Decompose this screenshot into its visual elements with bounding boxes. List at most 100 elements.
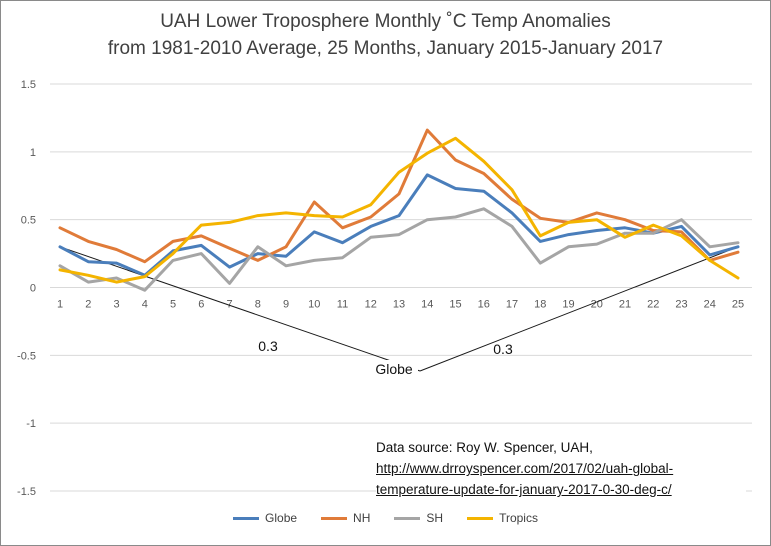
data-point-tropics — [708, 259, 711, 262]
data-point-sh — [369, 236, 372, 239]
data-point-tropics — [369, 203, 372, 206]
y-tick-label: -0.5 — [17, 350, 36, 362]
data-point-sh — [115, 276, 118, 280]
data-point-globe — [369, 225, 372, 228]
data-point-tropics — [426, 151, 429, 155]
data-point-nh — [595, 211, 598, 215]
source-url-line-1[interactable]: http://www.drroyspencer.com/2017/02/uah-… — [376, 461, 674, 476]
data-point-nh — [313, 200, 316, 204]
data-point-globe — [58, 245, 62, 248]
data-point-nh — [539, 217, 542, 220]
data-point-nh — [652, 229, 655, 232]
data-point-tropics — [256, 214, 259, 217]
data-point-nh — [736, 251, 740, 254]
data-point-nh — [510, 198, 514, 201]
x-tick-label: 6 — [198, 299, 204, 311]
x-tick-label: 4 — [142, 299, 148, 311]
y-tick-label: -1 — [26, 418, 36, 430]
data-point-globe — [623, 226, 627, 230]
data-point-tropics — [623, 236, 627, 239]
data-point-globe — [115, 261, 118, 265]
data-point-tropics — [115, 280, 118, 284]
data-point-nh — [623, 218, 627, 221]
x-tick-label: 5 — [170, 299, 176, 311]
x-tick-label: 14 — [421, 299, 433, 311]
y-tick-label: -1.5 — [17, 486, 36, 498]
data-point-tropics — [680, 234, 683, 238]
data-point-nh — [482, 172, 485, 175]
data-point-globe — [313, 230, 316, 234]
data-point-tropics — [652, 223, 655, 227]
data-point-sh — [680, 218, 683, 221]
annotation-label-bg — [370, 360, 418, 378]
data-point-sh — [313, 259, 316, 262]
legend-swatch — [394, 517, 421, 521]
data-point-globe — [426, 173, 429, 177]
x-tick-label: 7 — [226, 299, 232, 311]
data-point-tropics — [143, 275, 146, 278]
x-tick-label: 22 — [647, 299, 659, 311]
data-point-sh — [652, 232, 655, 235]
annotation-value-left: 0.3 — [258, 338, 278, 354]
data-point-globe — [510, 211, 514, 215]
data-point-tropics — [510, 188, 514, 192]
data-point-sh — [736, 241, 740, 244]
data-point-nh — [87, 240, 90, 243]
x-tick-label: 24 — [704, 299, 716, 311]
legend-label: SH — [426, 511, 444, 525]
x-tick-label: 19 — [562, 299, 574, 311]
legend-item-nh: NH — [321, 511, 370, 525]
data-point-globe — [680, 225, 683, 228]
data-point-nh — [200, 234, 203, 238]
chart-title: UAH Lower Troposphere Monthly ˚C Temp An… — [0, 8, 771, 62]
data-point-sh — [143, 289, 146, 292]
data-point-tropics — [567, 221, 570, 224]
data-point-sh — [510, 225, 514, 228]
data-point-tropics — [397, 170, 401, 174]
x-tick-label: 10 — [308, 299, 320, 311]
data-point-sh — [200, 252, 203, 255]
data-point-sh — [171, 259, 175, 262]
x-tick-label: 11 — [337, 299, 348, 311]
source-url[interactable]: http://www.drroyspencer.com/2017/02/uah-… — [376, 458, 746, 500]
data-point-tropics — [736, 276, 740, 280]
legend-swatch — [233, 517, 260, 521]
x-tick-label: 20 — [591, 299, 603, 311]
x-tick-label: 23 — [675, 299, 687, 311]
legend-swatch — [321, 517, 348, 521]
source-box: Data source: Roy W. Spencer, UAH, http:/… — [376, 437, 746, 500]
data-point-nh — [426, 128, 429, 132]
data-point-globe — [284, 255, 288, 258]
data-point-nh — [284, 245, 288, 248]
legend-swatch — [467, 517, 494, 521]
legend-label: Globe — [265, 511, 298, 525]
data-point-sh — [482, 207, 485, 211]
legend-label: Tropics — [499, 511, 538, 525]
data-point-tropics — [171, 252, 175, 255]
data-point-sh — [341, 256, 344, 259]
y-tick-label: 1 — [30, 147, 36, 159]
data-point-tropics — [539, 234, 542, 238]
data-point-sh — [454, 215, 457, 219]
data-point-sh — [708, 245, 711, 248]
data-point-sh — [58, 264, 62, 267]
data-point-globe — [200, 244, 203, 247]
data-point-sh — [284, 264, 288, 267]
source-url-line-2[interactable]: temperature-update-for-january-2017-0-30… — [376, 482, 672, 497]
annotation-globe-label: Globe — [375, 361, 413, 377]
data-point-nh — [397, 192, 401, 196]
x-tick-label: 15 — [449, 299, 461, 311]
data-point-nh — [680, 230, 683, 234]
data-point-tropics — [228, 221, 231, 224]
data-point-sh — [595, 242, 598, 246]
y-tick-label: 0 — [30, 283, 36, 295]
data-point-tropics — [200, 223, 203, 227]
data-point-tropics — [482, 160, 485, 163]
data-point-nh — [228, 246, 231, 250]
legend-item-globe: Globe — [233, 511, 297, 525]
data-point-globe — [736, 245, 740, 248]
data-point-globe — [539, 240, 542, 243]
x-tick-label: 2 — [85, 299, 91, 311]
data-point-nh — [256, 259, 259, 262]
data-point-nh — [58, 226, 62, 230]
